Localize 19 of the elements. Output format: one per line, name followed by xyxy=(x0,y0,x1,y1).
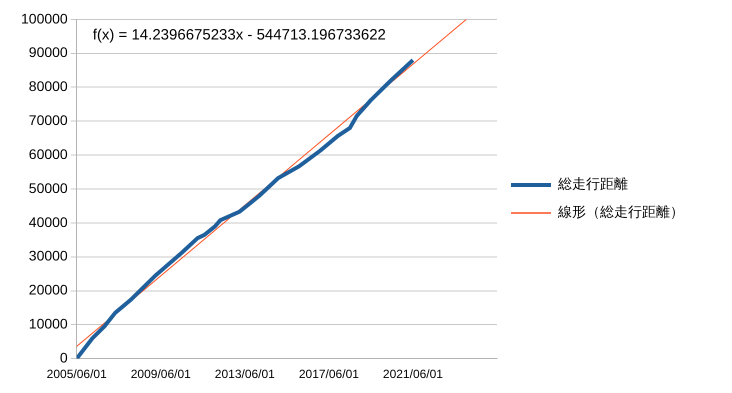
y-tick-label: 10000 xyxy=(28,316,68,332)
annotation: f(x) = 14.2396675233x - 544713.196733622 xyxy=(92,26,386,44)
x-tick-label: 2017/06/01 xyxy=(298,367,360,382)
y-tick-label: 70000 xyxy=(28,112,68,128)
y-tick-label: 80000 xyxy=(28,78,68,94)
y-tick-label: 90000 xyxy=(28,44,68,60)
x-tick-label: 2013/06/01 xyxy=(214,367,276,382)
x-tick-label: 2005/06/01 xyxy=(46,367,108,382)
y-tick-label: 40000 xyxy=(28,214,68,230)
y-tick-label: 100000 xyxy=(21,10,68,26)
y-tick-label: 30000 xyxy=(28,248,68,264)
x-tick-label: 2009/06/01 xyxy=(130,367,192,382)
y-tick-label: 0 xyxy=(60,349,68,366)
legend-label: 総走行距離 xyxy=(557,176,628,193)
x-tick-label: 2021/06/01 xyxy=(382,367,444,382)
y-tick-label: 50000 xyxy=(28,180,68,196)
legend-label: 線形（総走行距離） xyxy=(557,204,684,221)
y-tick-label: 20000 xyxy=(28,282,68,298)
y-tick-label: 60000 xyxy=(28,146,68,162)
